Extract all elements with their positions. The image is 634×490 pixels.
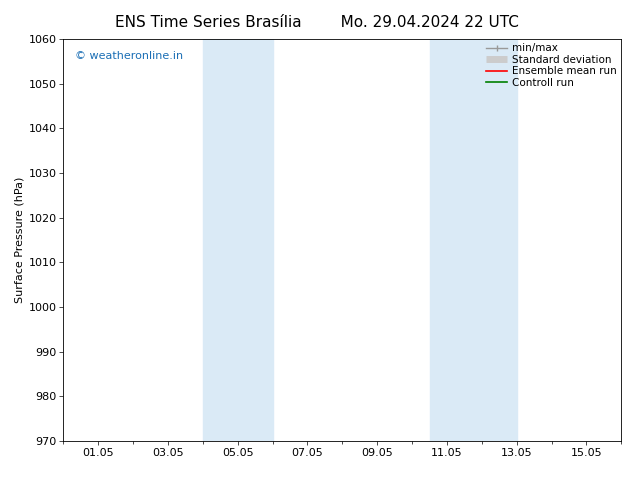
Bar xyxy=(203,39,273,441)
Text: © weatheronline.in: © weatheronline.in xyxy=(75,51,183,61)
Y-axis label: Surface Pressure (hPa): Surface Pressure (hPa) xyxy=(14,177,24,303)
Text: ENS Time Series Brasília        Mo. 29.04.2024 22 UTC: ENS Time Series Brasília Mo. 29.04.2024 … xyxy=(115,15,519,30)
Legend: min/max, Standard deviation, Ensemble mean run, Controll run: min/max, Standard deviation, Ensemble me… xyxy=(484,41,619,90)
Bar xyxy=(429,39,517,441)
